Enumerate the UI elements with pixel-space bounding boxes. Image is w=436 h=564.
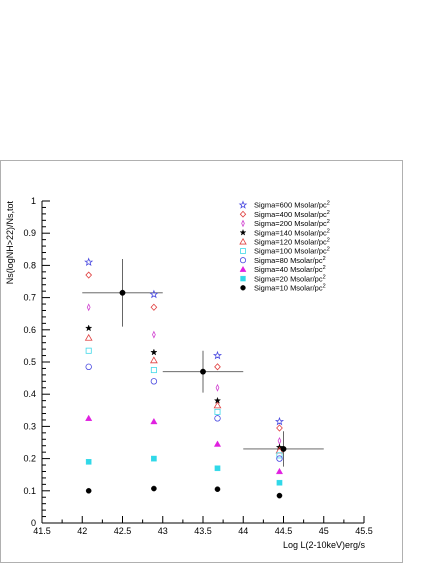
y-axis-title: Ns(logNH>22)/Ns,tot [5,201,15,285]
x-tick-label: 42.5 [114,526,132,536]
legend-label: Sigma=40 Msolar/pc2 [254,265,326,274]
legend-marker [238,200,248,209]
data-point [151,455,157,462]
data-point [214,363,221,371]
data-point [276,492,283,499]
data-point [150,356,158,364]
canvas-frame [0,160,403,563]
y-tick-label: 0.2 [23,454,36,464]
legend-label: Sigma=200 Msolar/pc2 [254,219,330,228]
data-point [150,378,158,385]
data-point [275,467,284,475]
x-tick-label: 43 [158,526,168,536]
observed-data-point [119,289,126,296]
data-point [276,424,283,432]
legend-label: Sigma=10 Msolar/pc2 [254,284,326,293]
data-point [276,452,283,459]
data-point [85,271,93,279]
legend-marker [240,285,246,291]
legend-marker [241,219,245,228]
x-tick-label: 43.5 [194,526,212,536]
x-tick-label: 42 [77,526,87,536]
data-point [84,257,94,267]
data-point [85,347,92,354]
legend-label: Sigma=400 Msolar/pc2 [254,210,330,219]
legend-label: Sigma=80 Msolar/pc2 [254,256,326,265]
data-point [84,333,93,341]
legend-label: Sigma=120 Msolar/pc2 [254,238,330,247]
legend-marker [239,265,247,272]
series-markers [84,257,287,499]
data-point [213,440,222,447]
legend-label: Sigma=100 Msolar/pc2 [254,247,330,256]
legend-label: Sigma=20 Msolar/pc2 [254,274,326,283]
data-point [149,289,159,299]
y-tick-label: 0.1 [23,486,36,496]
legend-marker [239,210,247,218]
observed-data-point [280,446,287,452]
data-point [85,414,93,421]
y-tick-label: 0.4 [23,389,36,399]
data-point [215,383,220,392]
x-axis-title: Log L(2-10keV)erg/s [283,540,366,550]
x-tick-label: 45 [319,526,329,536]
legend-marker [239,237,247,245]
data-point [213,401,222,409]
data-point [151,485,157,492]
y-tick-label: 0.3 [23,421,36,431]
legend-marker [239,228,247,236]
data-point [85,459,92,465]
legend-marker [240,248,246,254]
y-tick-label: 1 [31,196,36,206]
data-point [276,479,283,486]
y-tick-label: 0.9 [23,228,36,238]
data-point [277,436,282,445]
legend-label: Sigma=600 Msolar/pc2 [254,201,330,210]
legend-marker [239,257,247,264]
data-point [274,416,285,426]
y-tick-label: 0.7 [23,293,36,303]
data-point [214,408,221,415]
data-point [85,487,92,494]
data-point [86,303,91,312]
observed-data-point [200,368,206,375]
y-tick-label: 0.5 [23,357,36,367]
x-tick-label: 41.5 [33,526,51,536]
axes: 41.5 42 42.5 43 43.5 44 44.5 45 45.5 0 0.1 0.2 0.3 0.… [23,196,372,536]
y-tick-label: 0.6 [23,325,36,335]
data-point [150,348,158,356]
data-point [214,415,221,422]
data-point [85,363,92,371]
data-point [152,330,156,339]
data-point [150,303,158,311]
legend-marker [240,275,246,282]
data-point [85,324,93,332]
x-tick-label: 44 [238,526,248,536]
x-tick-label: 44.5 [275,526,293,536]
data-point [214,465,221,472]
data-point [276,455,283,462]
y-tick-label: 0.8 [23,260,36,270]
x-tick-label: 45.5 [355,526,373,536]
data-point [214,486,221,492]
data-point [150,417,158,425]
y-tick-label: 0 [31,518,36,528]
data-point [212,350,223,360]
data-point [150,367,157,374]
legend-label: Sigma=140 Msolar/pc2 [254,228,330,237]
